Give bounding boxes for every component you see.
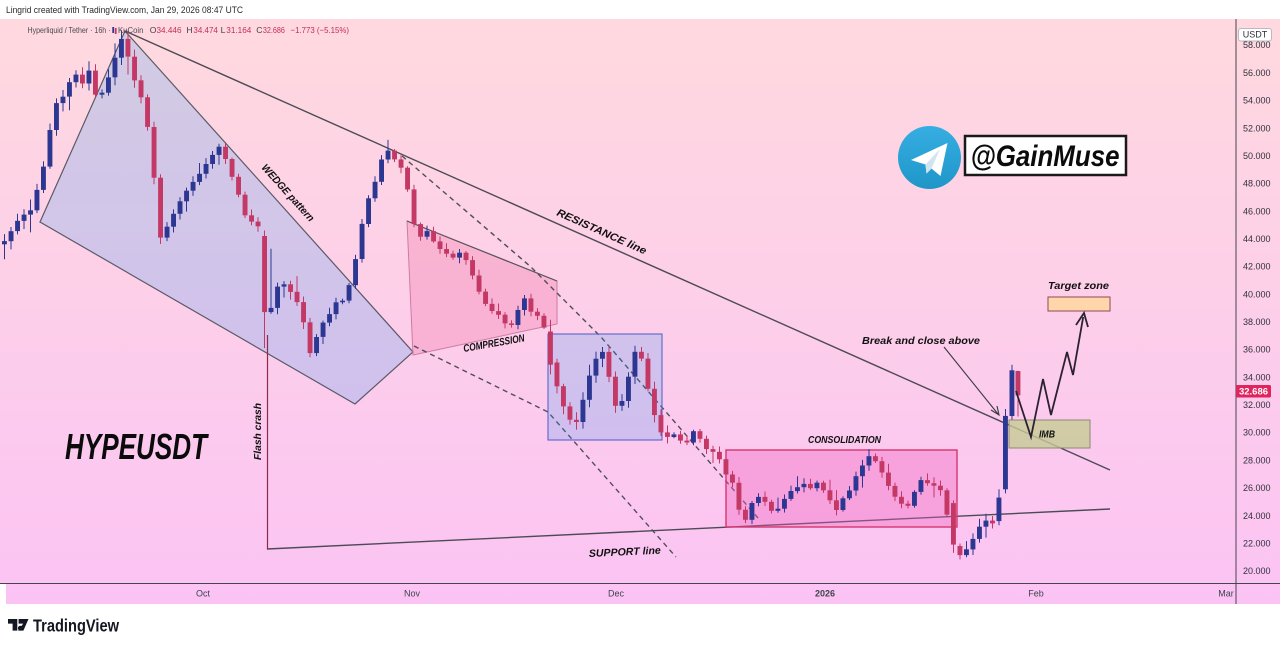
svg-text:HYPEUSDT: HYPEUSDT <box>65 426 209 467</box>
svg-text:32.000: 32.000 <box>1243 400 1271 410</box>
svg-text:Target zone: Target zone <box>1048 280 1109 292</box>
svg-text:38.000: 38.000 <box>1243 317 1271 327</box>
svg-text:28.000: 28.000 <box>1243 455 1271 465</box>
svg-text:Nov: Nov <box>404 589 421 599</box>
svg-text:Break and close above: Break and close above <box>862 335 980 347</box>
svg-text:50.000: 50.000 <box>1243 151 1271 161</box>
svg-text:36.000: 36.000 <box>1243 345 1271 355</box>
svg-text:54.000: 54.000 <box>1243 96 1271 106</box>
svg-text:56.000: 56.000 <box>1243 68 1271 78</box>
svg-text:58.000: 58.000 <box>1243 40 1271 50</box>
svg-text:SUPPORT line: SUPPORT line <box>589 545 662 560</box>
svg-text:22.000: 22.000 <box>1243 539 1271 549</box>
svg-text:Lingrid created with TradingVi: Lingrid created with TradingView.com, Ja… <box>6 5 243 16</box>
svg-text:C: C <box>256 25 262 35</box>
svg-text:2026: 2026 <box>815 589 835 599</box>
svg-text:L: L <box>221 25 226 35</box>
svg-text:Hyperliquid / Tether · 16h ·: Hyperliquid / Tether · 16h · <box>28 25 111 35</box>
svg-text:46.000: 46.000 <box>1243 206 1271 216</box>
svg-text:31.164: 31.164 <box>226 25 251 35</box>
svg-text:40.000: 40.000 <box>1243 289 1271 299</box>
svg-text:IMB: IMB <box>1039 429 1055 441</box>
svg-text:34.000: 34.000 <box>1243 372 1271 382</box>
svg-text:48.000: 48.000 <box>1243 179 1271 189</box>
svg-text:@GainMuse: @GainMuse <box>971 140 1120 173</box>
svg-text:Dec: Dec <box>608 589 625 599</box>
svg-text:20.000: 20.000 <box>1243 566 1271 576</box>
svg-text:TradingView: TradingView <box>33 616 119 636</box>
svg-text:KuCoin: KuCoin <box>118 25 144 35</box>
svg-text:32.686: 32.686 <box>1239 387 1268 398</box>
svg-text:−1.773 (−5.15%): −1.773 (−5.15%) <box>291 25 350 35</box>
svg-text:Mar: Mar <box>1218 589 1234 599</box>
svg-text:Feb: Feb <box>1028 589 1044 599</box>
svg-text:Flash crash: Flash crash <box>252 403 264 460</box>
svg-text:52.000: 52.000 <box>1243 123 1271 133</box>
svg-text:26.000: 26.000 <box>1243 483 1271 493</box>
svg-text:24.000: 24.000 <box>1243 511 1271 521</box>
svg-text:H: H <box>186 25 192 35</box>
svg-text:42.000: 42.000 <box>1243 262 1271 272</box>
svg-text:44.000: 44.000 <box>1243 234 1271 244</box>
svg-text:30.000: 30.000 <box>1243 428 1271 438</box>
svg-text:Oct: Oct <box>196 589 211 599</box>
svg-text:32.686: 32.686 <box>263 25 285 35</box>
svg-text:CONSOLIDATION: CONSOLIDATION <box>808 434 881 446</box>
svg-text:34.446: 34.446 <box>157 25 182 35</box>
svg-text:USDT: USDT <box>1243 30 1268 40</box>
svg-text:O: O <box>150 25 157 35</box>
svg-text:34.474: 34.474 <box>193 25 218 35</box>
